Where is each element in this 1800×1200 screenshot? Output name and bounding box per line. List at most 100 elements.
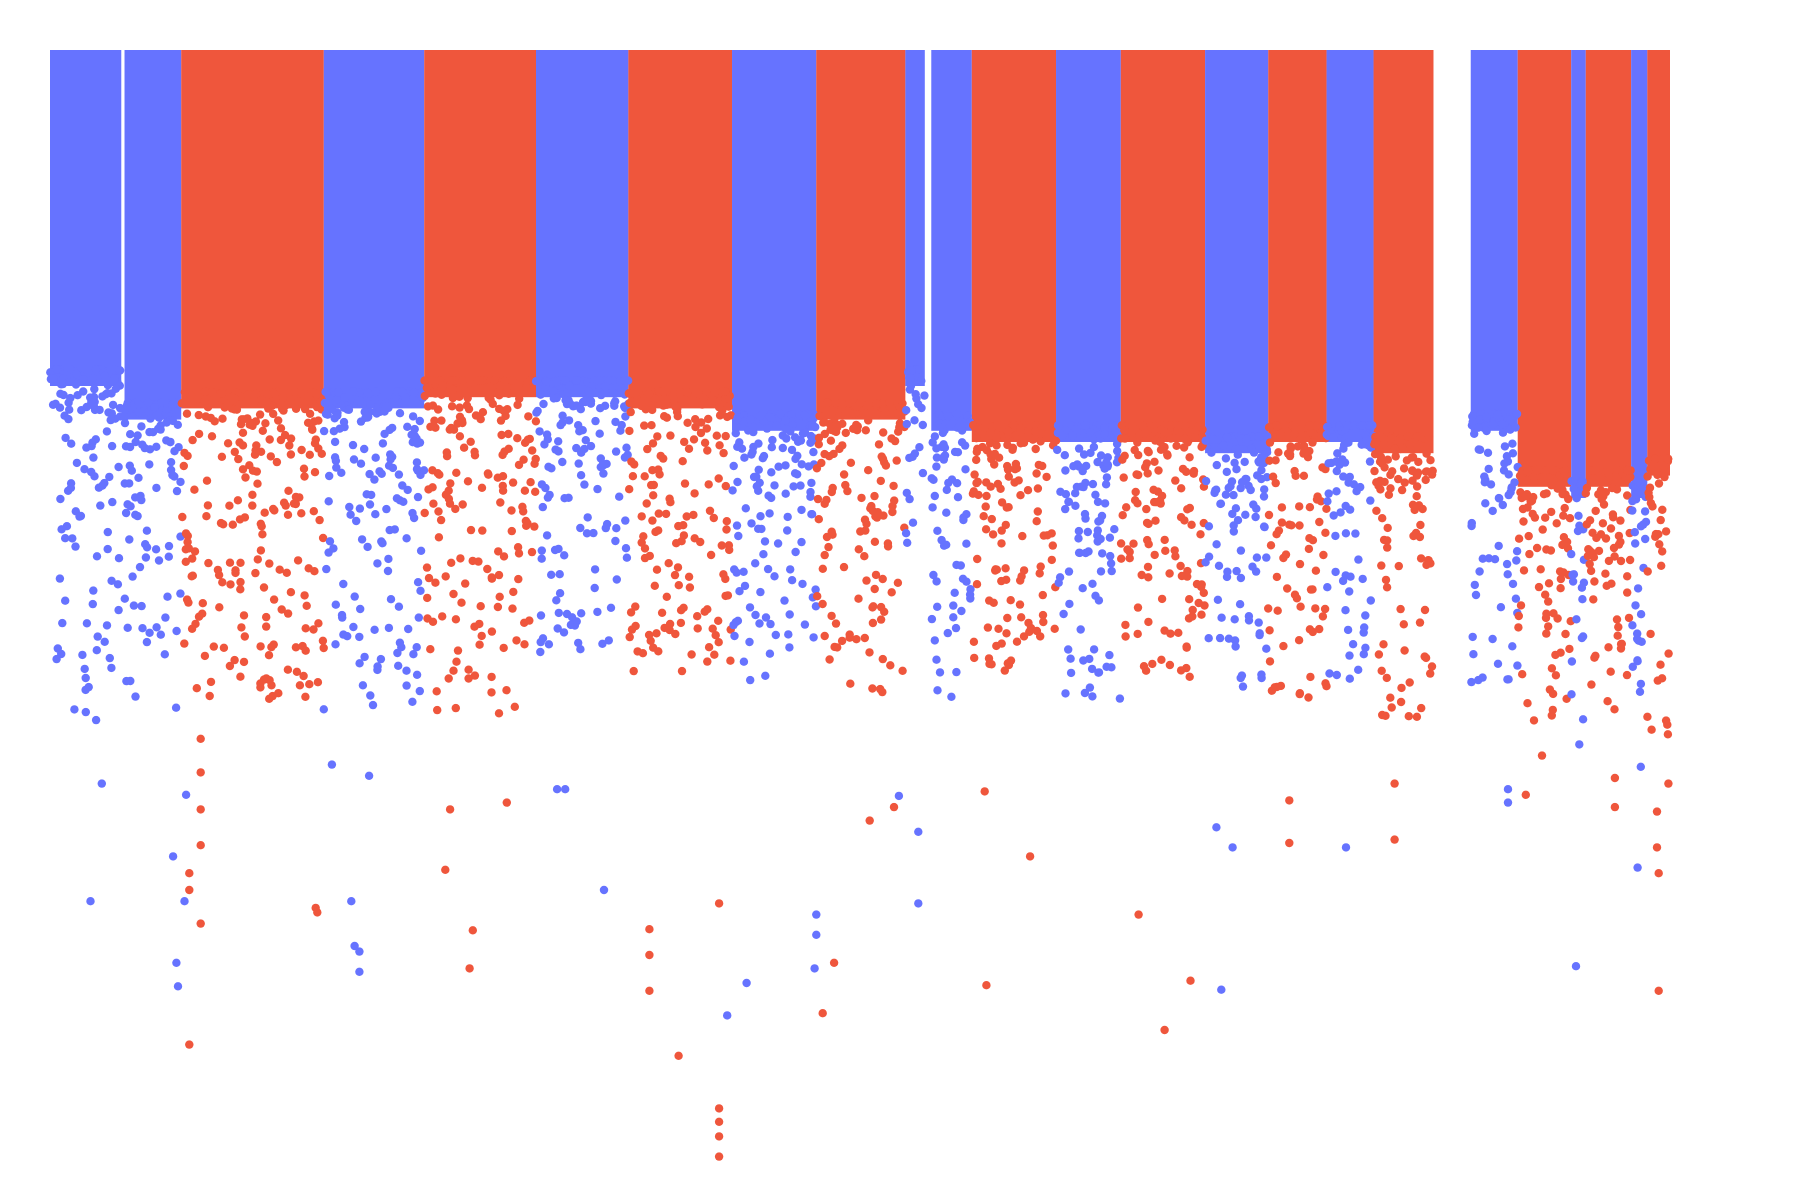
point-band-15 [1254, 618, 1263, 627]
point-band-18 [1400, 646, 1409, 655]
point-band-03 [265, 559, 274, 568]
point-band-04 [333, 411, 342, 420]
point-band-04 [412, 670, 422, 680]
point-band-12 [988, 530, 998, 539]
point-band-04 [384, 554, 393, 564]
point-band-05 [422, 383, 432, 393]
point-band-04 [344, 405, 354, 415]
point-band-03 [243, 390, 253, 400]
point-band-08 [731, 428, 741, 438]
point-band-03 [238, 465, 248, 474]
point-band-03 [275, 565, 284, 574]
point-band-01 [102, 621, 112, 630]
point-band-14 [1176, 561, 1185, 571]
point-band-06 [602, 519, 612, 529]
outlier-point-36 [714, 899, 724, 908]
point-band-16 [1319, 550, 1328, 560]
point-band-04 [384, 623, 394, 633]
point-band-11 [932, 655, 941, 664]
point-band-18 [1416, 520, 1425, 530]
point-band-05 [494, 709, 504, 718]
point-band-16 [1304, 693, 1313, 702]
point-band-03 [219, 643, 229, 653]
point-band-03 [259, 583, 269, 592]
point-band-03 [239, 611, 249, 620]
point-band-02 [148, 427, 158, 437]
point-band-04 [377, 469, 386, 479]
point-band-08 [787, 410, 796, 420]
point-band-07 [708, 624, 717, 633]
point-band-05 [521, 521, 531, 531]
point-band-20 [1528, 492, 1538, 502]
point-band-06 [621, 516, 630, 525]
point-band-18 [1412, 482, 1422, 491]
point-band-07 [677, 394, 686, 404]
point-band-18 [1377, 513, 1387, 523]
point-band-15 [1240, 457, 1249, 467]
point-band-18 [1418, 504, 1427, 514]
point-band-09 [868, 618, 878, 628]
point-band-12 [1032, 469, 1041, 478]
point-band-19 [1508, 449, 1518, 458]
point-band-06 [576, 448, 586, 457]
band-band-22 [1585, 50, 1632, 487]
scatter-band-10 [901, 365, 929, 548]
point-band-12 [1004, 472, 1014, 481]
point-band-15 [1208, 435, 1218, 444]
point-band-14 [1126, 428, 1136, 438]
point-band-01 [114, 605, 123, 615]
point-band-16 [1265, 657, 1275, 666]
point-band-07 [670, 570, 680, 580]
point-band-12 [985, 439, 995, 448]
point-band-06 [538, 502, 548, 512]
point-band-08 [755, 619, 764, 628]
point-band-06 [559, 551, 569, 560]
point-band-24 [1655, 540, 1664, 549]
point-band-07 [676, 605, 686, 615]
point-band-17 [1355, 482, 1365, 492]
point-band-09 [838, 441, 847, 450]
point-band-03 [192, 387, 202, 397]
point-band-18 [1382, 583, 1392, 592]
point-band-15 [1259, 485, 1269, 494]
point-band-20 [1529, 716, 1539, 725]
point-band-14 [1129, 539, 1138, 548]
point-band-08 [785, 643, 794, 652]
point-band-07 [714, 474, 723, 483]
point-band-03 [235, 438, 244, 447]
point-band-12 [997, 526, 1006, 535]
point-band-13 [1074, 548, 1084, 558]
outlier-point-7 [185, 885, 194, 895]
point-band-05 [427, 376, 437, 385]
point-band-12 [1000, 666, 1010, 675]
point-band-21 [1569, 484, 1578, 494]
point-band-07 [709, 513, 719, 523]
point-band-14 [1150, 457, 1159, 467]
point-band-09 [846, 458, 856, 468]
point-band-04 [412, 458, 422, 467]
point-band-16 [1305, 446, 1314, 456]
point-band-05 [496, 498, 505, 507]
point-band-03 [261, 419, 270, 428]
point-band-06 [536, 647, 545, 657]
point-band-05 [493, 547, 503, 556]
scatter-band-11 [927, 409, 975, 702]
point-band-07 [722, 525, 731, 534]
point-band-06 [533, 406, 542, 416]
point-band-14 [1125, 553, 1134, 563]
point-band-15 [1226, 482, 1235, 491]
point-band-18 [1379, 640, 1388, 649]
point-band-13 [1096, 534, 1105, 544]
point-band-18 [1380, 477, 1389, 487]
point-band-05 [520, 486, 530, 495]
point-band-15 [1249, 500, 1258, 509]
point-band-04 [366, 691, 375, 700]
point-band-05 [432, 705, 442, 715]
point-band-19 [1480, 478, 1490, 487]
point-band-08 [747, 519, 756, 528]
point-band-14 [1160, 535, 1169, 545]
scatter-band-20 [1514, 465, 1575, 725]
point-band-19 [1467, 677, 1476, 687]
point-band-08 [757, 524, 766, 534]
